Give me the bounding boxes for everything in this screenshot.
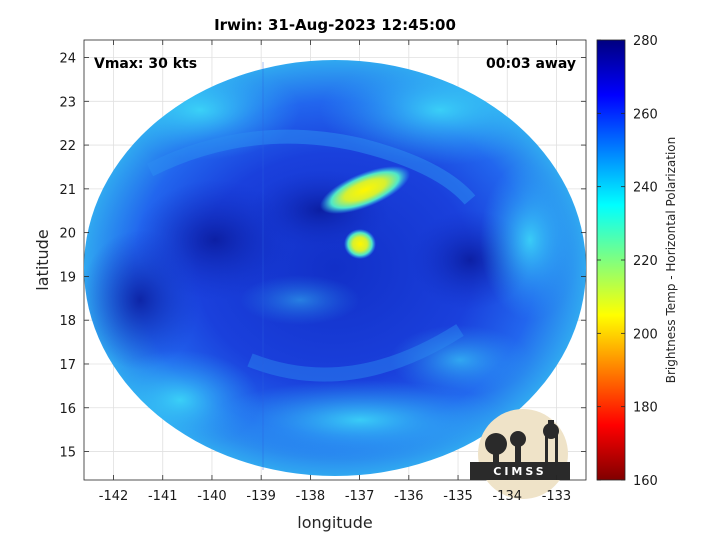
vmax-label: Vmax: 30 kts bbox=[94, 56, 197, 72]
y-axis-label: latitude bbox=[33, 229, 52, 290]
y-tick-label: 18 bbox=[59, 314, 76, 329]
colorbar-tick-label: 220 bbox=[633, 254, 658, 269]
colorbar-label: Brightness Temp - Horizontal Polarizatio… bbox=[664, 137, 678, 384]
x-tick-label: -137 bbox=[345, 489, 375, 504]
y-tick-label: 17 bbox=[59, 358, 76, 373]
y-tick-label: 20 bbox=[59, 227, 76, 242]
y-tick-label: 24 bbox=[59, 52, 76, 67]
x-tick-label: -135 bbox=[443, 489, 473, 504]
y-tick-label: 16 bbox=[59, 402, 76, 417]
x-tick-label: -134 bbox=[492, 489, 522, 504]
cimss-logo-text: CIMSS bbox=[493, 465, 546, 478]
swath-image bbox=[84, 60, 586, 476]
y-tick-label: 23 bbox=[59, 95, 76, 110]
x-tick-label: -133 bbox=[542, 489, 572, 504]
x-tick-label: -142 bbox=[99, 489, 129, 504]
x-tick-label: -136 bbox=[394, 489, 424, 504]
colorbar bbox=[596, 39, 626, 481]
colorbar-tick-label: 200 bbox=[633, 327, 658, 342]
x-tick-label: -139 bbox=[246, 489, 276, 504]
colorbar-tick-label: 180 bbox=[633, 401, 658, 416]
x-tick-label: -140 bbox=[197, 489, 227, 504]
x-tick-label: -138 bbox=[296, 489, 326, 504]
y-tick-label: 19 bbox=[59, 270, 76, 285]
x-axis-label: longitude bbox=[297, 513, 372, 532]
cimss-logo: CIMSS bbox=[470, 409, 570, 499]
colorbar-tick-label: 260 bbox=[633, 107, 658, 122]
y-tick-label: 21 bbox=[59, 183, 76, 198]
y-axis: 15 16 17 18 19 20 21 22 23 24 bbox=[59, 52, 586, 461]
y-tick-label: 15 bbox=[59, 446, 76, 461]
x-tick-label: -141 bbox=[148, 489, 178, 504]
colorbar-tick-label: 240 bbox=[633, 181, 658, 196]
time-away-label: 00:03 away bbox=[486, 56, 576, 72]
chart-title: Irwin: 31-Aug-2023 12:45:00 bbox=[214, 16, 456, 34]
colorbar-ticks: 160 180 200 220 240 260 280 bbox=[597, 34, 658, 489]
y-tick-label: 22 bbox=[59, 139, 76, 154]
colorbar-tick-label: 160 bbox=[633, 474, 658, 489]
colorbar-tick-label: 280 bbox=[633, 34, 658, 49]
x-axis: -142 -141 -140 -139 -138 -137 -136 -135 -134 -133 bbox=[99, 40, 571, 504]
